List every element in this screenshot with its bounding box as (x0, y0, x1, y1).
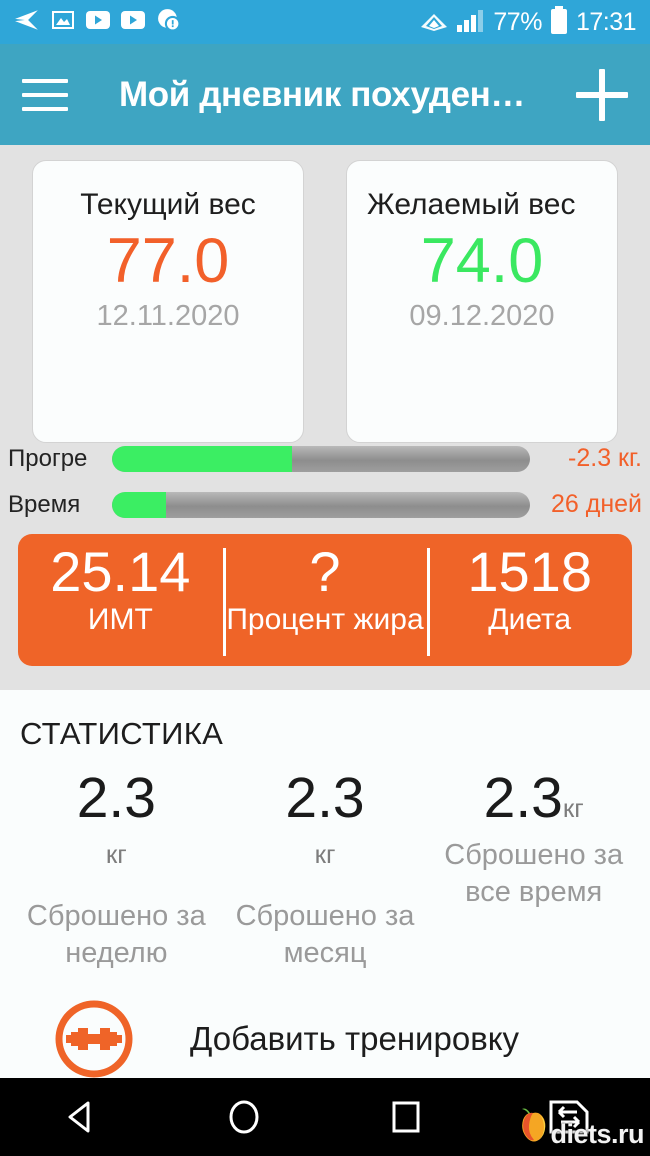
progress-value-time: 26 дней (550, 490, 642, 518)
stat-week-unit: кг (105, 839, 127, 869)
clock-label: 17:31 (575, 7, 637, 36)
add-workout-row[interactable]: Добавить тренировку (0, 997, 650, 1081)
status-bar: 77% 17:31 (0, 0, 650, 44)
signal-bars-icon (456, 8, 486, 37)
stat-week-description: Сброшено за неделю (26, 900, 206, 970)
wifi-icon (419, 8, 449, 37)
add-workout-label: Добавить тренировку (190, 1020, 520, 1057)
youtube-icon (86, 10, 110, 35)
image-icon (51, 8, 75, 37)
stat-total-value: 2.3 (483, 766, 563, 830)
battery-icon (549, 5, 569, 39)
status-bar-notifications (14, 7, 181, 38)
goal-weight-title: Желаемый вес (367, 188, 576, 221)
stat-week-value: 2.3 (76, 766, 156, 830)
diets-ru-watermark: diets.ru (510, 1101, 644, 1152)
apple-logo-icon (510, 1101, 556, 1152)
metric-diet[interactable]: 1518 Диета (427, 534, 632, 666)
recents-square-icon[interactable] (325, 1098, 488, 1136)
current-weight-value: 77.0 (106, 226, 230, 296)
goal-weight-card[interactable]: Желаемый вес 74.0 09.12.2020 (346, 160, 618, 443)
stat-total: 2.3кг Сброшено за все время (429, 770, 638, 972)
progress-bar-time (112, 491, 530, 518)
current-weight-date: 12.11.2020 (96, 300, 240, 333)
stat-total-description: Сброшено за все время (444, 839, 624, 909)
progress-bar-weight (112, 445, 530, 472)
metric-diet-value: 1518 (467, 540, 592, 603)
plus-icon[interactable] (576, 68, 628, 121)
statistics-row: 2.3 кг Сброшено за неделю 2.3 кг Сброшен… (0, 752, 650, 972)
progress-row-time: Время 26 дней (0, 490, 650, 519)
progress-label: Прогре (8, 444, 88, 472)
time-label: Время (8, 490, 81, 518)
stat-week-value-wrap: 2.3 (12, 770, 221, 827)
hamburger-menu-icon[interactable] (22, 78, 68, 111)
metric-bmi-label: ИМТ (87, 603, 153, 637)
metric-body-fat-value: ? (309, 540, 341, 603)
stat-month-unit: кг (314, 839, 336, 869)
progress-value-weight: -2.3 кг. (568, 444, 642, 472)
goal-weight-value: 74.0 (420, 226, 544, 296)
youtube-icon (121, 10, 145, 35)
goal-weight-date: 09.12.2020 (409, 300, 555, 333)
current-weight-card[interactable]: Текущий вес 77.0 12.11.2020 (32, 160, 304, 443)
statistics-heading: СТАТИСТИКА (20, 716, 224, 751)
stat-total-value-wrap: 2.3кг (429, 770, 638, 827)
progress-bar-weight-fill (112, 445, 292, 472)
stat-month: 2.3 кг Сброшено за месяц (221, 770, 430, 972)
telegram-send-icon (14, 7, 40, 38)
status-bar-system: 77% 17:31 (419, 5, 637, 39)
stat-month-value-wrap: 2.3 (221, 770, 430, 827)
progress-row-weight: Прогре -2.3 кг. (0, 444, 650, 473)
back-triangle-icon[interactable] (0, 1098, 163, 1136)
stat-total-unit: кг (562, 793, 584, 823)
battery-percent-label: 77% (493, 7, 542, 36)
app-bar: Мой дневник похуден… (0, 44, 650, 145)
metric-bmi[interactable]: 25.14 ИМТ (18, 534, 223, 666)
metrics-panel: 25.14 ИМТ ? Процент жира 1518 Диета (18, 534, 632, 666)
weight-cards: Текущий вес 77.0 12.11.2020 Желаемый вес… (0, 160, 650, 443)
dumbbell-icon (52, 997, 136, 1081)
page-title: Мой дневник похуден… (119, 74, 525, 114)
metric-diet-label: Диета (488, 603, 572, 637)
metric-bmi-value: 25.14 (50, 540, 191, 603)
progress-bar-time-fill (112, 491, 167, 518)
screenshot-swap-icon[interactable] (488, 1098, 650, 1136)
metric-body-fat[interactable]: ? Процент жира (222, 534, 428, 666)
stat-week: 2.3 кг Сброшено за неделю (12, 770, 221, 972)
current-weight-title: Текущий вес (80, 188, 256, 221)
home-circle-icon[interactable] (163, 1098, 326, 1136)
stat-month-value: 2.3 (285, 766, 365, 830)
watermark-text: diets.ru (550, 1119, 644, 1149)
stat-month-description: Сброшено за месяц (235, 900, 415, 970)
metric-body-fat-label: Процент жира (226, 603, 424, 637)
notification-badge-icon (156, 7, 181, 37)
